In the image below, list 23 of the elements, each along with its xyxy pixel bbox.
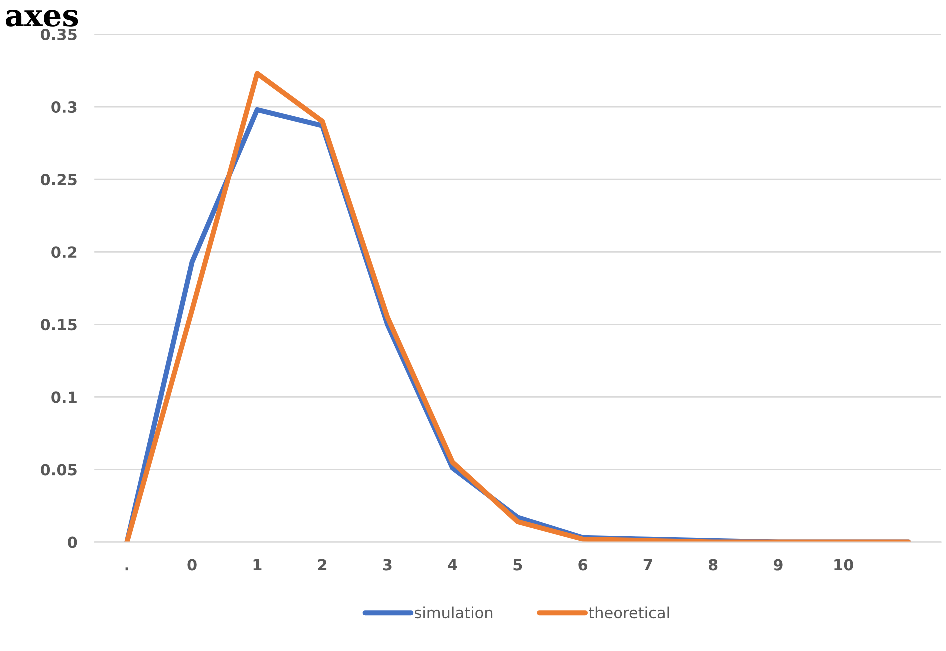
x-tick-label: 3 [383,559,392,571]
legend-label: simulation [415,606,493,619]
legend-label: theoretical [588,606,670,619]
x-tick-label: 8 [708,559,718,571]
x-tick-label: 2 [318,559,327,571]
y-tick-label: 0.15 [40,319,77,331]
x-tick-label: 0 [188,559,197,571]
x-tick-label: 6 [578,559,588,571]
y-tick-label: 0 [68,536,78,548]
y-tick-label: 0.05 [40,464,77,476]
x-tick-label: 1 [254,559,262,571]
x-tick-label: 5 [514,559,522,571]
y-tick-label: 0.25 [40,174,77,186]
text: axes [6,10,78,27]
x-tick-label: 7 [644,559,652,571]
x-tick-label: 4 [448,559,458,571]
y-tick-label: 0.35 [40,28,77,41]
y-tick-label: 0.3 [52,102,77,114]
x-tick-label: 10 [834,559,854,571]
x-tick-label: 9 [774,559,783,571]
x-tick-label: . [126,568,129,571]
y-tick-label: 0.1 [52,392,77,404]
y-tick-label: 0.2 [52,246,77,258]
